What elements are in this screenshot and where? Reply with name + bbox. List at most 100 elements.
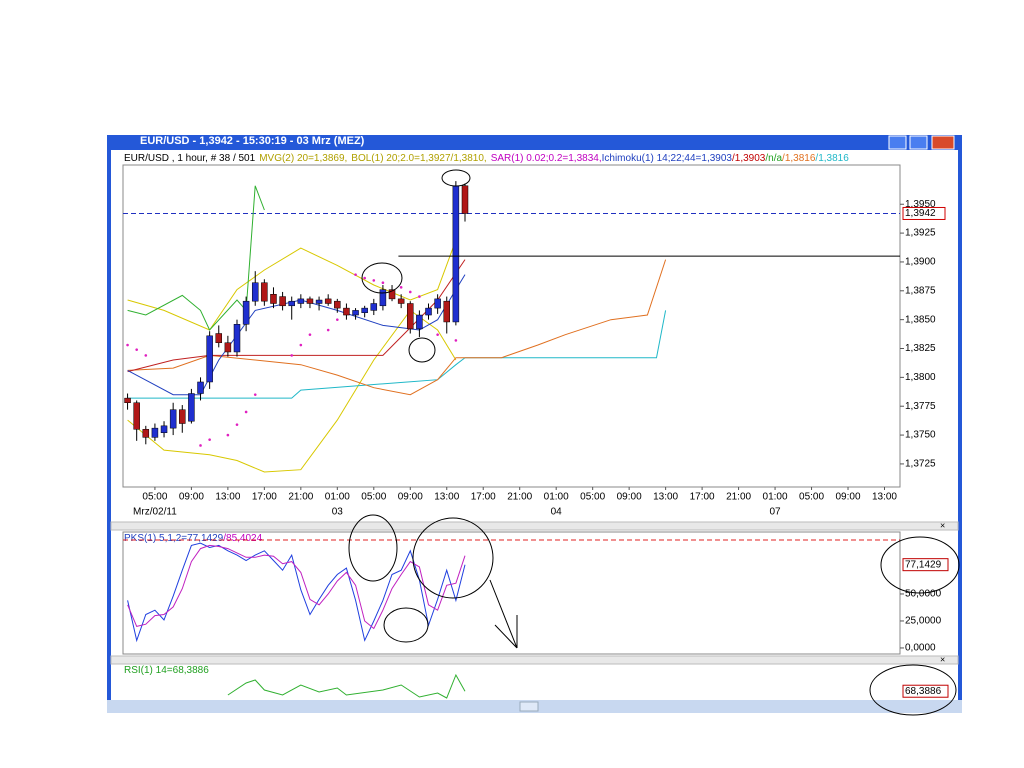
panel-divider (110, 655, 959, 665)
maximize-button[interactable] (909, 135, 928, 150)
y-tick-label: 0,0000 (905, 643, 936, 654)
indicator-line (127, 542, 466, 643)
x-tick-label: 09:00 (179, 492, 204, 503)
candle-body (306, 298, 314, 304)
candle-body (133, 402, 140, 430)
x-tick-label: 21:00 (288, 492, 313, 503)
candle-body (124, 397, 131, 403)
candle-body (461, 185, 469, 214)
x-tick-label: 13:00 (872, 492, 897, 503)
candle-body (261, 282, 268, 302)
candle-body (425, 307, 432, 316)
minimize-button[interactable] (888, 135, 907, 150)
x-tick-label: 09:00 (836, 492, 861, 503)
legend-entry: /1,3903 (732, 153, 766, 164)
indicator-line (127, 185, 265, 331)
candle-body (343, 307, 350, 316)
panel-divider (110, 521, 959, 531)
close-button[interactable] (931, 135, 955, 150)
sar-dot (135, 348, 138, 351)
x-tick-label: 17:00 (690, 492, 715, 503)
plot-area (227, 673, 466, 699)
current-value-label: 68,3886 (905, 686, 942, 697)
annotation-ellipse (880, 536, 960, 594)
candle-body (324, 298, 332, 304)
legend-entry: RSI(1) 14=68,3886 (124, 665, 209, 676)
sar-dot (308, 333, 312, 336)
candle-body (215, 333, 223, 343)
sar-dot (253, 393, 257, 396)
candle-body (251, 282, 259, 302)
candle-body (452, 185, 460, 323)
candle-body (288, 300, 295, 307)
candle-body (416, 314, 423, 330)
panel-legend: RSI(1) 14=68,3886 (124, 665, 209, 676)
content: EUR/USD , 1 hour, # 38 / 501 MVG(2) 20=1,… (123, 153, 949, 699)
x-tick-label: 09:00 (398, 492, 423, 503)
panel-legend: PKS(1) 5,1,2=77,1429/85,4024 (124, 533, 263, 544)
annotation-ellipse (869, 664, 957, 716)
pks-plot-frame (122, 531, 901, 655)
sar-dot (436, 333, 439, 336)
x-tick-label: 13:00 (653, 492, 678, 503)
legend-entry: /1,3816 (782, 153, 816, 164)
candle-body (379, 289, 387, 307)
sar-dot (208, 438, 211, 441)
annotation-arrow (489, 579, 518, 649)
window-title: EUR/USD - 1,3942 - 15:30:19 - 03 Mrz (ME… (140, 135, 365, 147)
date-label: 03 (332, 507, 344, 518)
candle-body (297, 298, 305, 304)
sar-dot (199, 444, 202, 447)
legend-entry: Ichimoku(1) 14;22;44=1,3903 (602, 153, 733, 164)
sar-dot (354, 273, 357, 276)
close-panel[interactable]: × (940, 520, 945, 530)
y-tick-label: 25,0000 (905, 616, 942, 627)
sar-dot (235, 423, 239, 426)
plot-area (123, 181, 900, 473)
candle-body (160, 425, 168, 434)
x-tick-label: 05:00 (142, 492, 167, 503)
x-tick-label: 05:00 (361, 492, 386, 503)
candle-body (279, 296, 286, 307)
indicator-line (127, 310, 667, 399)
current-price-label: 1,3942 (905, 208, 936, 219)
y-tick-label: 1,3750 (905, 430, 936, 441)
sar-dot (381, 281, 385, 285)
sar-dot (454, 339, 458, 342)
x-tick-label: 21:00 (726, 492, 751, 503)
sar-dot (363, 276, 366, 280)
candle-body (370, 303, 378, 311)
legend-entry: SAR(1) 0.02;0.2=1,3834, (491, 153, 602, 164)
sar-dot (326, 328, 330, 332)
plot-area (127, 542, 466, 643)
current-value-box (902, 558, 949, 572)
candle-body (142, 429, 150, 438)
sar-dot (399, 286, 403, 289)
x-tick-label: 13:00 (434, 492, 459, 503)
legend-entry: /n/a (765, 153, 782, 164)
scrollbar-thumb[interactable] (519, 701, 539, 712)
legend-entry: /85,4024 (223, 533, 262, 544)
candle-body (443, 300, 450, 323)
current-value-label: 77,1429 (905, 559, 942, 570)
candle-body (361, 307, 368, 313)
candle-body (397, 298, 405, 304)
x-tick-label: 17:00 (471, 492, 496, 503)
candle-body (151, 427, 159, 438)
x-tick-label: 01:00 (325, 492, 350, 503)
candle-body (352, 310, 359, 316)
x-tick-label: 01:00 (763, 492, 788, 503)
x-tick-label: 05:00 (799, 492, 824, 503)
current-value-box (902, 684, 949, 698)
candle-body (388, 289, 396, 300)
indicator-line (127, 544, 466, 630)
legend-entry: MVG(2) 20=1,3869, (259, 153, 347, 164)
y-tick-label: 1,3825 (905, 343, 936, 354)
candle-body (334, 300, 341, 309)
x-tick-label: 13:00 (215, 492, 240, 503)
annotation-ellipse (348, 514, 398, 582)
sar-dot (299, 343, 303, 347)
candle-body (233, 324, 241, 353)
candle-body (434, 298, 441, 309)
close-panel[interactable]: × (940, 654, 945, 664)
